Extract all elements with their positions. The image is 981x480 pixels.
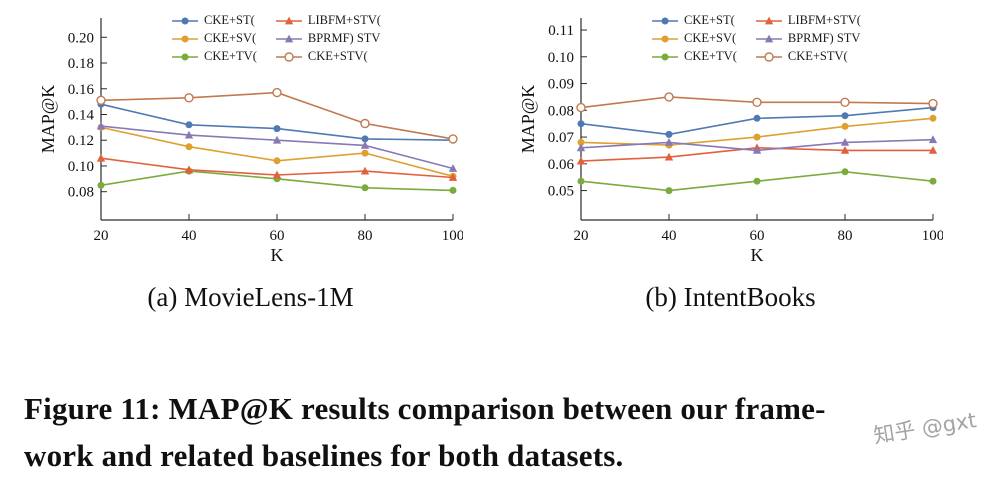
legend-label: BPRMF) STV xyxy=(307,31,381,45)
legend-item: CKE+SV( xyxy=(171,31,257,46)
legend-marker-icon xyxy=(651,53,678,60)
legend-item: LIBFM+STV( xyxy=(755,13,861,28)
legend-movielens: CKE+ST( CKE+SV( CKE+TV( LIBFM+STV( BPRMF) ST… xyxy=(171,13,381,64)
legend-label: CKE+SV( xyxy=(203,31,257,45)
legend-item: CKE+ST( xyxy=(651,13,737,28)
legend-label: LIBFM+STV( xyxy=(787,13,861,27)
legend-marker-icon xyxy=(171,35,198,42)
legend-item: CKE+ST( xyxy=(171,13,257,28)
charts-row: 0.08 0.10 0.12 0.14 0.16 0.18 0.20 20 40 60 80 100 K… xyxy=(39,4,943,313)
svg-text:0.05: 0.05 xyxy=(547,184,573,200)
legend-label: CKE+ST( xyxy=(683,13,735,27)
legend-item: BPRMF) STV xyxy=(755,31,861,46)
legend-marker-icon xyxy=(651,17,678,24)
svg-text:0.09: 0.09 xyxy=(547,77,573,93)
legend-marker-icon xyxy=(755,16,782,24)
legend-label: CKE+STV( xyxy=(307,49,368,63)
svg-text:0.10: 0.10 xyxy=(547,50,573,66)
legend-marker-icon xyxy=(275,51,302,62)
legend-marker-icon xyxy=(275,16,302,24)
svg-text:100: 100 xyxy=(921,228,942,244)
chart-canvas-a: 0.08 0.10 0.12 0.14 0.16 0.18 0.20 20 40 60 80 100 K… xyxy=(39,4,463,266)
plot-intentbooks: 0.05 0.06 0.07 0.08 0.09 0.10 0.11 20 40 60 80 100 K… xyxy=(519,18,943,265)
svg-text:0.20: 0.20 xyxy=(67,30,93,46)
plot-movielens: 0.08 0.10 0.12 0.14 0.16 0.18 0.20 20 40 60 80 100 K… xyxy=(39,18,463,265)
legend-label: LIBFM+STV( xyxy=(307,13,381,27)
legend-label: CKE+ST( xyxy=(203,13,255,27)
svg-text:0.18: 0.18 xyxy=(67,56,93,72)
legend-marker-icon xyxy=(275,34,302,42)
svg-text:20: 20 xyxy=(93,228,108,244)
figure-page: 0.08 0.10 0.12 0.14 0.16 0.18 0.20 20 40 60 80 100 K… xyxy=(24,4,978,473)
svg-text:20: 20 xyxy=(573,228,588,244)
svg-text:0.10: 0.10 xyxy=(67,159,93,175)
svg-text:0.12: 0.12 xyxy=(67,133,93,149)
legend-label: CKE+SV( xyxy=(683,31,737,45)
svg-text:40: 40 xyxy=(661,228,676,244)
svg-text:0.07: 0.07 xyxy=(547,130,574,146)
svg-text:80: 80 xyxy=(837,228,852,244)
svg-text:MAP@K: MAP@K xyxy=(39,85,58,154)
svg-text:K: K xyxy=(750,245,763,265)
legend-item: CKE+TV( xyxy=(651,49,737,64)
figure-caption: Figure 11: MAP@K results comparison betw… xyxy=(24,386,967,479)
svg-text:100: 100 xyxy=(441,228,462,244)
legend-item: CKE+TV( xyxy=(171,49,257,64)
subcaption-intentbooks: (b) IntentBooks xyxy=(645,282,816,312)
legend-marker-icon xyxy=(651,35,678,42)
svg-text:K: K xyxy=(270,245,283,265)
chart-canvas-b: 0.05 0.06 0.07 0.08 0.09 0.10 0.11 20 40 60 80 100 K… xyxy=(519,4,943,266)
svg-text:0.06: 0.06 xyxy=(547,157,574,173)
svg-text:0.11: 0.11 xyxy=(548,23,574,39)
legend-marker-icon xyxy=(755,34,782,42)
legend-label: CKE+STV( xyxy=(787,49,848,63)
caption-line-1: Figure 11: MAP@K results comparison betw… xyxy=(24,391,826,426)
svg-text:0.14: 0.14 xyxy=(67,107,94,123)
caption-line-2: work and related baselines for both data… xyxy=(24,437,624,473)
legend-label: BPRMF) STV xyxy=(787,31,861,45)
svg-text:0.08: 0.08 xyxy=(547,103,573,119)
subcaption-movielens: (a) MovieLens-1M xyxy=(147,282,354,312)
svg-text:40: 40 xyxy=(181,228,196,244)
legend-item: LIBFM+STV( xyxy=(275,13,381,28)
chart-movielens: 0.08 0.10 0.12 0.14 0.16 0.18 0.20 20 40 60 80 100 K… xyxy=(39,4,463,313)
legend-marker-icon xyxy=(755,51,782,62)
svg-text:0.16: 0.16 xyxy=(67,82,94,98)
svg-text:80: 80 xyxy=(357,228,372,244)
svg-text:MAP@K: MAP@K xyxy=(519,85,538,154)
legend-marker-icon xyxy=(171,53,198,60)
legend-item: CKE+SV( xyxy=(651,31,737,46)
legend-label: CKE+TV( xyxy=(203,49,257,63)
svg-text:0.08: 0.08 xyxy=(67,185,93,201)
legend-item: CKE+STV( xyxy=(275,49,381,64)
legend-label: CKE+TV( xyxy=(683,49,737,63)
chart-intentbooks: 0.05 0.06 0.07 0.08 0.09 0.10 0.11 20 40 60 80 100 K… xyxy=(519,4,943,313)
legend-marker-icon xyxy=(171,17,198,24)
legend-item: CKE+STV( xyxy=(755,49,861,64)
legend-intentbooks: CKE+ST( CKE+SV( CKE+TV( LIBFM+STV( BPRMF) ST… xyxy=(651,13,861,64)
legend-item: BPRMF) STV xyxy=(275,31,381,46)
svg-text:60: 60 xyxy=(749,228,764,244)
svg-text:60: 60 xyxy=(269,228,284,244)
